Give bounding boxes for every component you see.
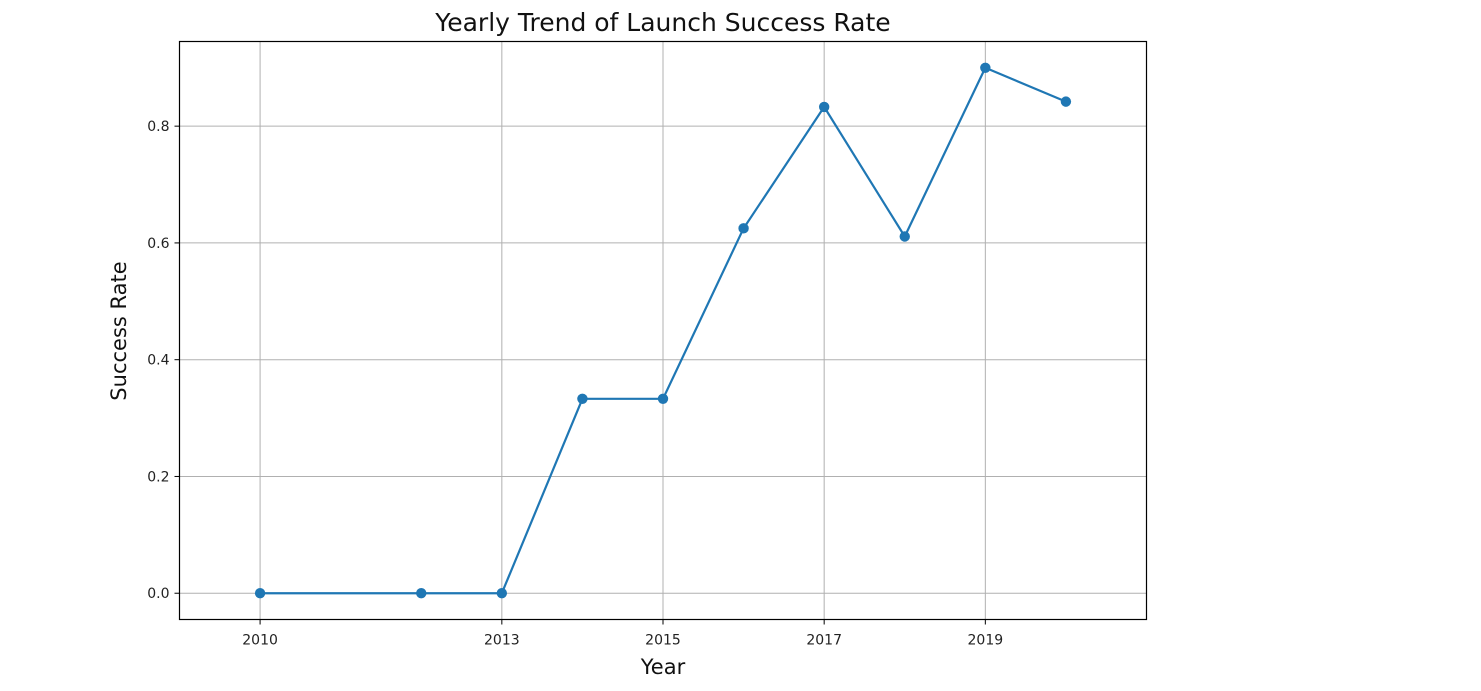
data-point: [738, 223, 749, 234]
y-tick-label: 0.4: [147, 353, 169, 369]
x-axis-label: Year: [640, 655, 686, 679]
y-axis-label: Success Rate: [107, 261, 131, 400]
y-tick-label: 0.8: [147, 119, 169, 135]
data-point: [980, 62, 991, 73]
x-axis-ticks: 2010 2013 2015 2017 2019: [242, 619, 1004, 649]
y-tick-label: 0.2: [147, 469, 169, 485]
data-point: [577, 393, 588, 405]
data-point: [818, 101, 830, 113]
y-tick-label: 0.6: [147, 236, 169, 252]
data-point: [1060, 96, 1072, 107]
x-tick-label: 2013: [484, 633, 520, 649]
series-layer: [254, 62, 1072, 599]
data-point: [254, 588, 266, 599]
series-line: [260, 66, 1067, 595]
plot-frame: [178, 40, 1148, 621]
data-point: [657, 393, 669, 405]
x-tick-label: 2010: [242, 633, 278, 649]
x-tick-label: 2019: [968, 633, 1004, 649]
chart-title: Yearly Trend of Launch Success Rate: [434, 8, 890, 37]
data-point: [416, 588, 427, 599]
y-axis-ticks: 0.0 0.2 0.4 0.6 0.8: [147, 119, 180, 602]
data-point: [899, 231, 910, 242]
x-tick-label: 2015: [645, 633, 681, 649]
data-point: [496, 588, 508, 599]
y-tick-label: 0.0: [147, 586, 169, 602]
x-tick-label: 2017: [806, 633, 842, 649]
